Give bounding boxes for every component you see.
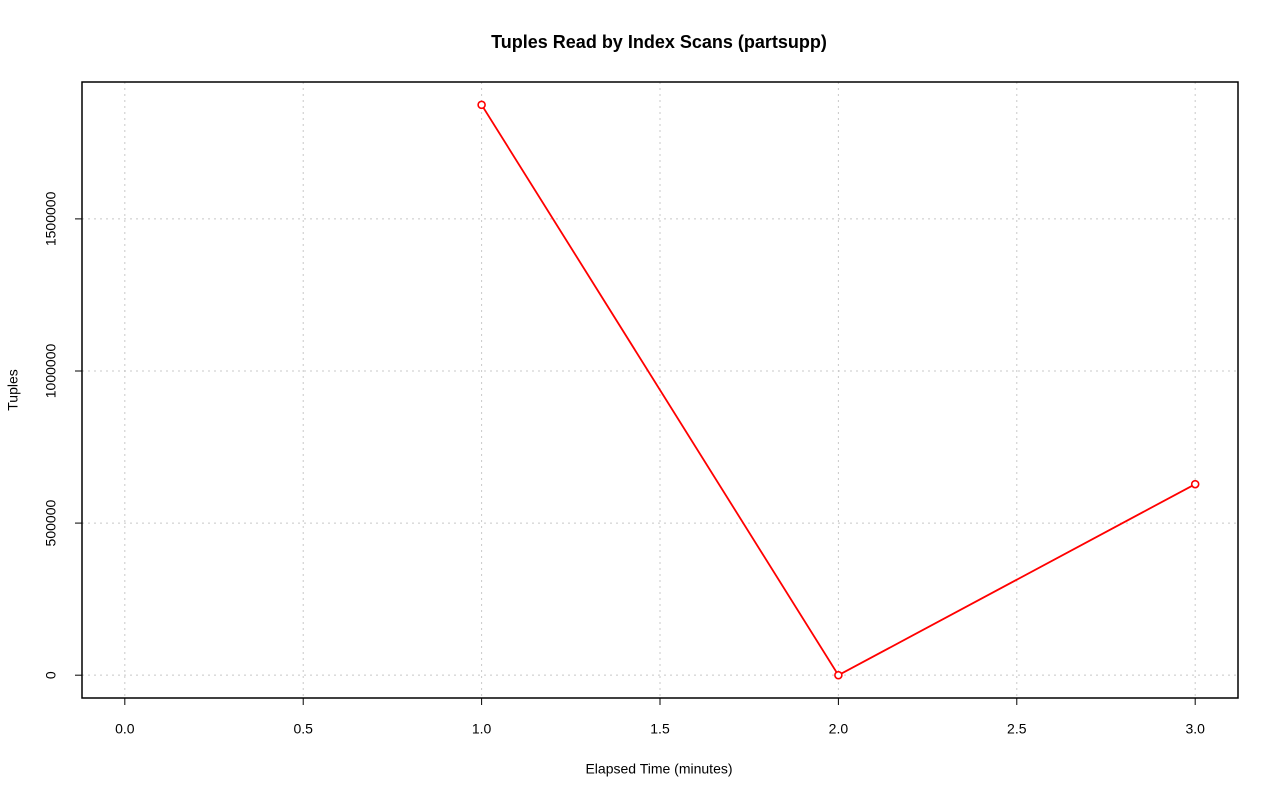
data-point — [477, 100, 486, 110]
x-tick-label: 2.5 — [1007, 721, 1027, 737]
data-point — [834, 670, 843, 680]
y-axis-label: Tuples — [5, 369, 21, 411]
y-tick-label: 1500000 — [43, 191, 59, 246]
x-tick-label: 1.0 — [472, 721, 492, 737]
plot-frame — [81, 81, 1239, 699]
data-point — [1190, 479, 1200, 489]
x-tick-label: 2.0 — [829, 721, 849, 737]
x-tick-label: 3.0 — [1185, 721, 1205, 737]
x-tick-label: 0.5 — [293, 721, 313, 737]
y-tick-label: 1000000 — [43, 344, 59, 399]
x-tick-label: 0.0 — [115, 721, 135, 737]
x-tick-label: 1.5 — [650, 721, 670, 737]
y-tick-label: 500000 — [43, 500, 59, 547]
y-tick-label: 0 — [43, 671, 59, 679]
x-axis-label: Elapsed Time (minutes) — [585, 761, 732, 777]
chart-title: Tuples Read by Index Scans (partsupp) — [491, 32, 827, 52]
